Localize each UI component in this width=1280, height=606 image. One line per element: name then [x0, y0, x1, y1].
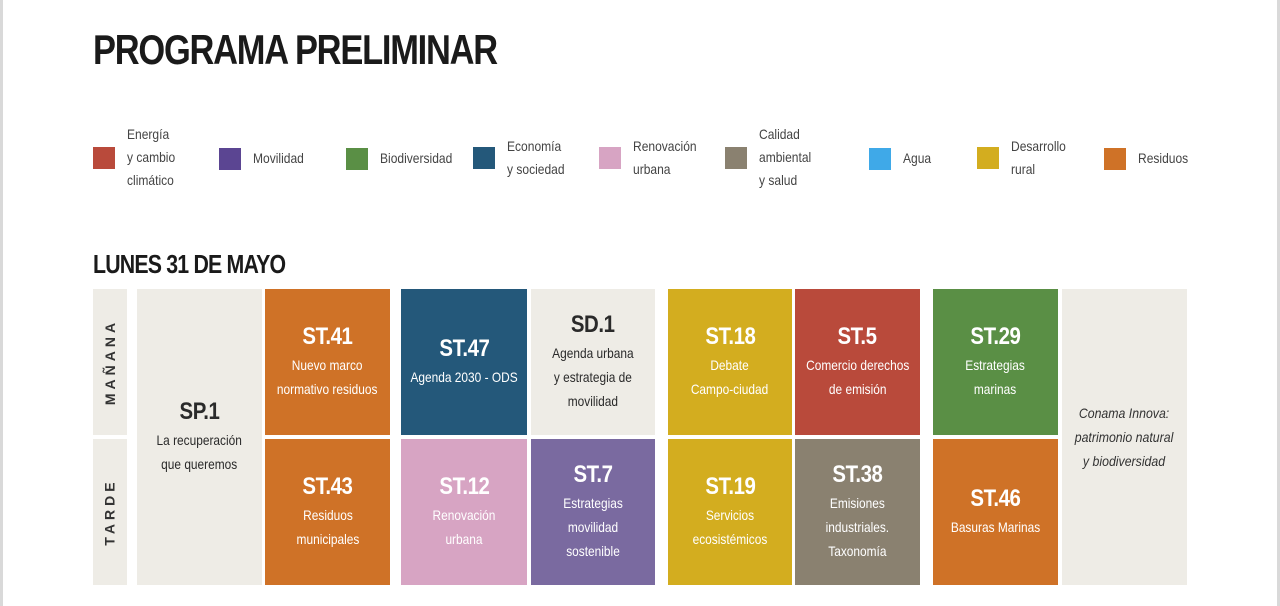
session-st5[interactable]: ST.5 Comercio derechos de emisión	[795, 289, 920, 435]
session-st19[interactable]: ST.19 Servicios ecosistémicos	[668, 439, 792, 585]
legend-swatch	[977, 147, 999, 169]
session-st47[interactable]: ST.47 Agenda 2030 - ODS	[401, 289, 527, 435]
legend-label: Calidad ambiental y salud	[759, 126, 812, 188]
legend-swatch	[473, 147, 495, 169]
session-sp1[interactable]: SP.1 La recuperación que queremos	[137, 289, 262, 585]
legend-item-residuos: Residuos	[1104, 147, 1196, 170]
legend-label: Energía y cambio climático	[127, 126, 176, 188]
legend-label: Biodiversidad	[380, 150, 453, 166]
session-st38[interactable]: ST.38 Emisiones industriales. Taxonomía	[795, 439, 920, 585]
legend-item-energia: Energía y cambio climático	[93, 123, 183, 192]
legend-swatch	[869, 147, 891, 170]
session-st7[interactable]: ST.7 Estrategias movilidad sostenible	[531, 439, 655, 585]
session-st41[interactable]: ST.41 Nuevo marco normativo residuos	[265, 289, 390, 435]
legend-item-desarrollo: Desarrollo rural	[977, 135, 1075, 181]
session-sd1[interactable]: SD.1 Agenda urbana y estrategia de movilid…	[531, 289, 655, 435]
afternoon-label: TARDE	[93, 439, 127, 585]
morning-label: MAÑANA	[93, 289, 127, 435]
session-st29[interactable]: ST.29 Estrategias marinas	[933, 289, 1058, 435]
legend-swatch	[219, 147, 241, 170]
frame-right-border	[1277, 0, 1280, 606]
legend-item-movilidad: Movilidad	[219, 147, 312, 170]
legend-swatch	[93, 146, 115, 169]
legend-swatch	[1104, 147, 1126, 170]
legend-item-agua: Agua	[869, 147, 936, 170]
frame-left-border	[0, 0, 3, 606]
legend-item-biodiversidad: Biodiversidad	[346, 147, 464, 170]
day-title: LUNES 31 DE MAYO	[93, 249, 286, 279]
legend-swatch	[346, 147, 368, 170]
legend-item-renovacion: Renovación urbana	[599, 135, 707, 181]
legend-label: Economía y sociedad	[507, 138, 565, 177]
legend-label: Movilidad	[253, 150, 304, 166]
legend-swatch	[725, 146, 747, 169]
session-st43[interactable]: ST.43 Residuos municipales	[265, 439, 390, 585]
legend-label: Residuos	[1138, 150, 1189, 166]
session-st46[interactable]: ST.46 Basuras Marinas	[933, 439, 1058, 585]
legend-item-economia: Economía y sociedad	[473, 135, 574, 181]
session-conama-innova[interactable]: Conama Innova: patrimonio natural y biodiv…	[1062, 289, 1187, 585]
session-st18[interactable]: ST.18 Debate Campo-ciudad	[668, 289, 792, 435]
page-title: PROGRAMA PRELIMINAR	[93, 26, 498, 73]
legend-item-calidad: Calidad ambiental y salud	[725, 123, 820, 192]
session-st12[interactable]: ST.12 Renovación urbana	[401, 439, 527, 585]
legend-label: Desarrollo rural	[1011, 138, 1066, 177]
legend-label: Renovación urbana	[633, 138, 697, 177]
legend-swatch	[599, 147, 621, 169]
legend-label: Agua	[903, 150, 932, 166]
